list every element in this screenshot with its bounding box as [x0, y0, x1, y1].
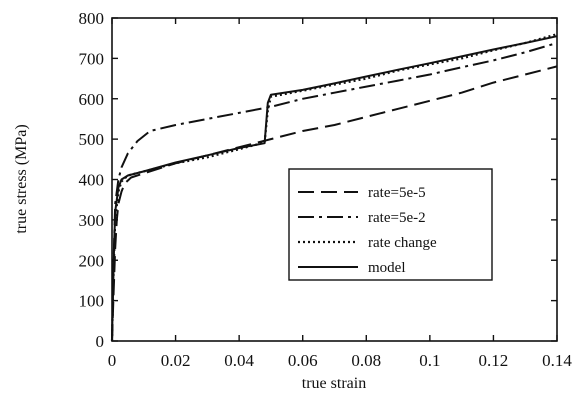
x-tick-label: 0.04 — [224, 351, 254, 370]
y-tick-label: 700 — [79, 49, 105, 68]
y-tick-label: 400 — [79, 171, 105, 190]
x-tick-label: 0.12 — [479, 351, 509, 370]
y-tick-label: 0 — [96, 332, 105, 351]
y-axis: 0 100 200 300 400 500 600 700 800 — [79, 9, 557, 351]
legend-box — [288, 168, 493, 281]
y-tick-label: 500 — [79, 130, 105, 149]
y-tick-label: 600 — [79, 90, 105, 109]
legend-label: rate=5e-5 — [368, 185, 426, 201]
series-layer — [110, 33, 558, 342]
legend: rate=5e-5 rate=5e-2 rate change model — [288, 168, 493, 281]
x-tick-label: 0 — [108, 351, 117, 370]
series-line-rate-5e-2 — [111, 42, 558, 342]
y-tick-label: 100 — [79, 292, 105, 311]
x-axis: 0 0.02 0.04 0.06 0.08 0.1 0.12 0.14 — [108, 18, 572, 370]
x-tick-label: 0.1 — [419, 351, 440, 370]
x-axis-label: true strain — [302, 375, 366, 392]
legend-label: rate change — [368, 235, 437, 251]
x-tick-label: 0.06 — [288, 351, 318, 370]
y-tick-label: 200 — [79, 251, 105, 270]
y-tick-label: 800 — [79, 9, 105, 28]
x-tick-label: 0.02 — [161, 351, 191, 370]
series-line-model — [111, 35, 558, 342]
x-tick-label: 0.08 — [351, 351, 381, 370]
y-tick-label: 300 — [79, 211, 105, 230]
y-axis-label: true stress (MPa) — [13, 124, 30, 233]
legend-label: rate=5e-2 — [368, 210, 426, 226]
legend-label: model — [368, 260, 406, 276]
x-tick-label: 0.14 — [542, 351, 572, 370]
